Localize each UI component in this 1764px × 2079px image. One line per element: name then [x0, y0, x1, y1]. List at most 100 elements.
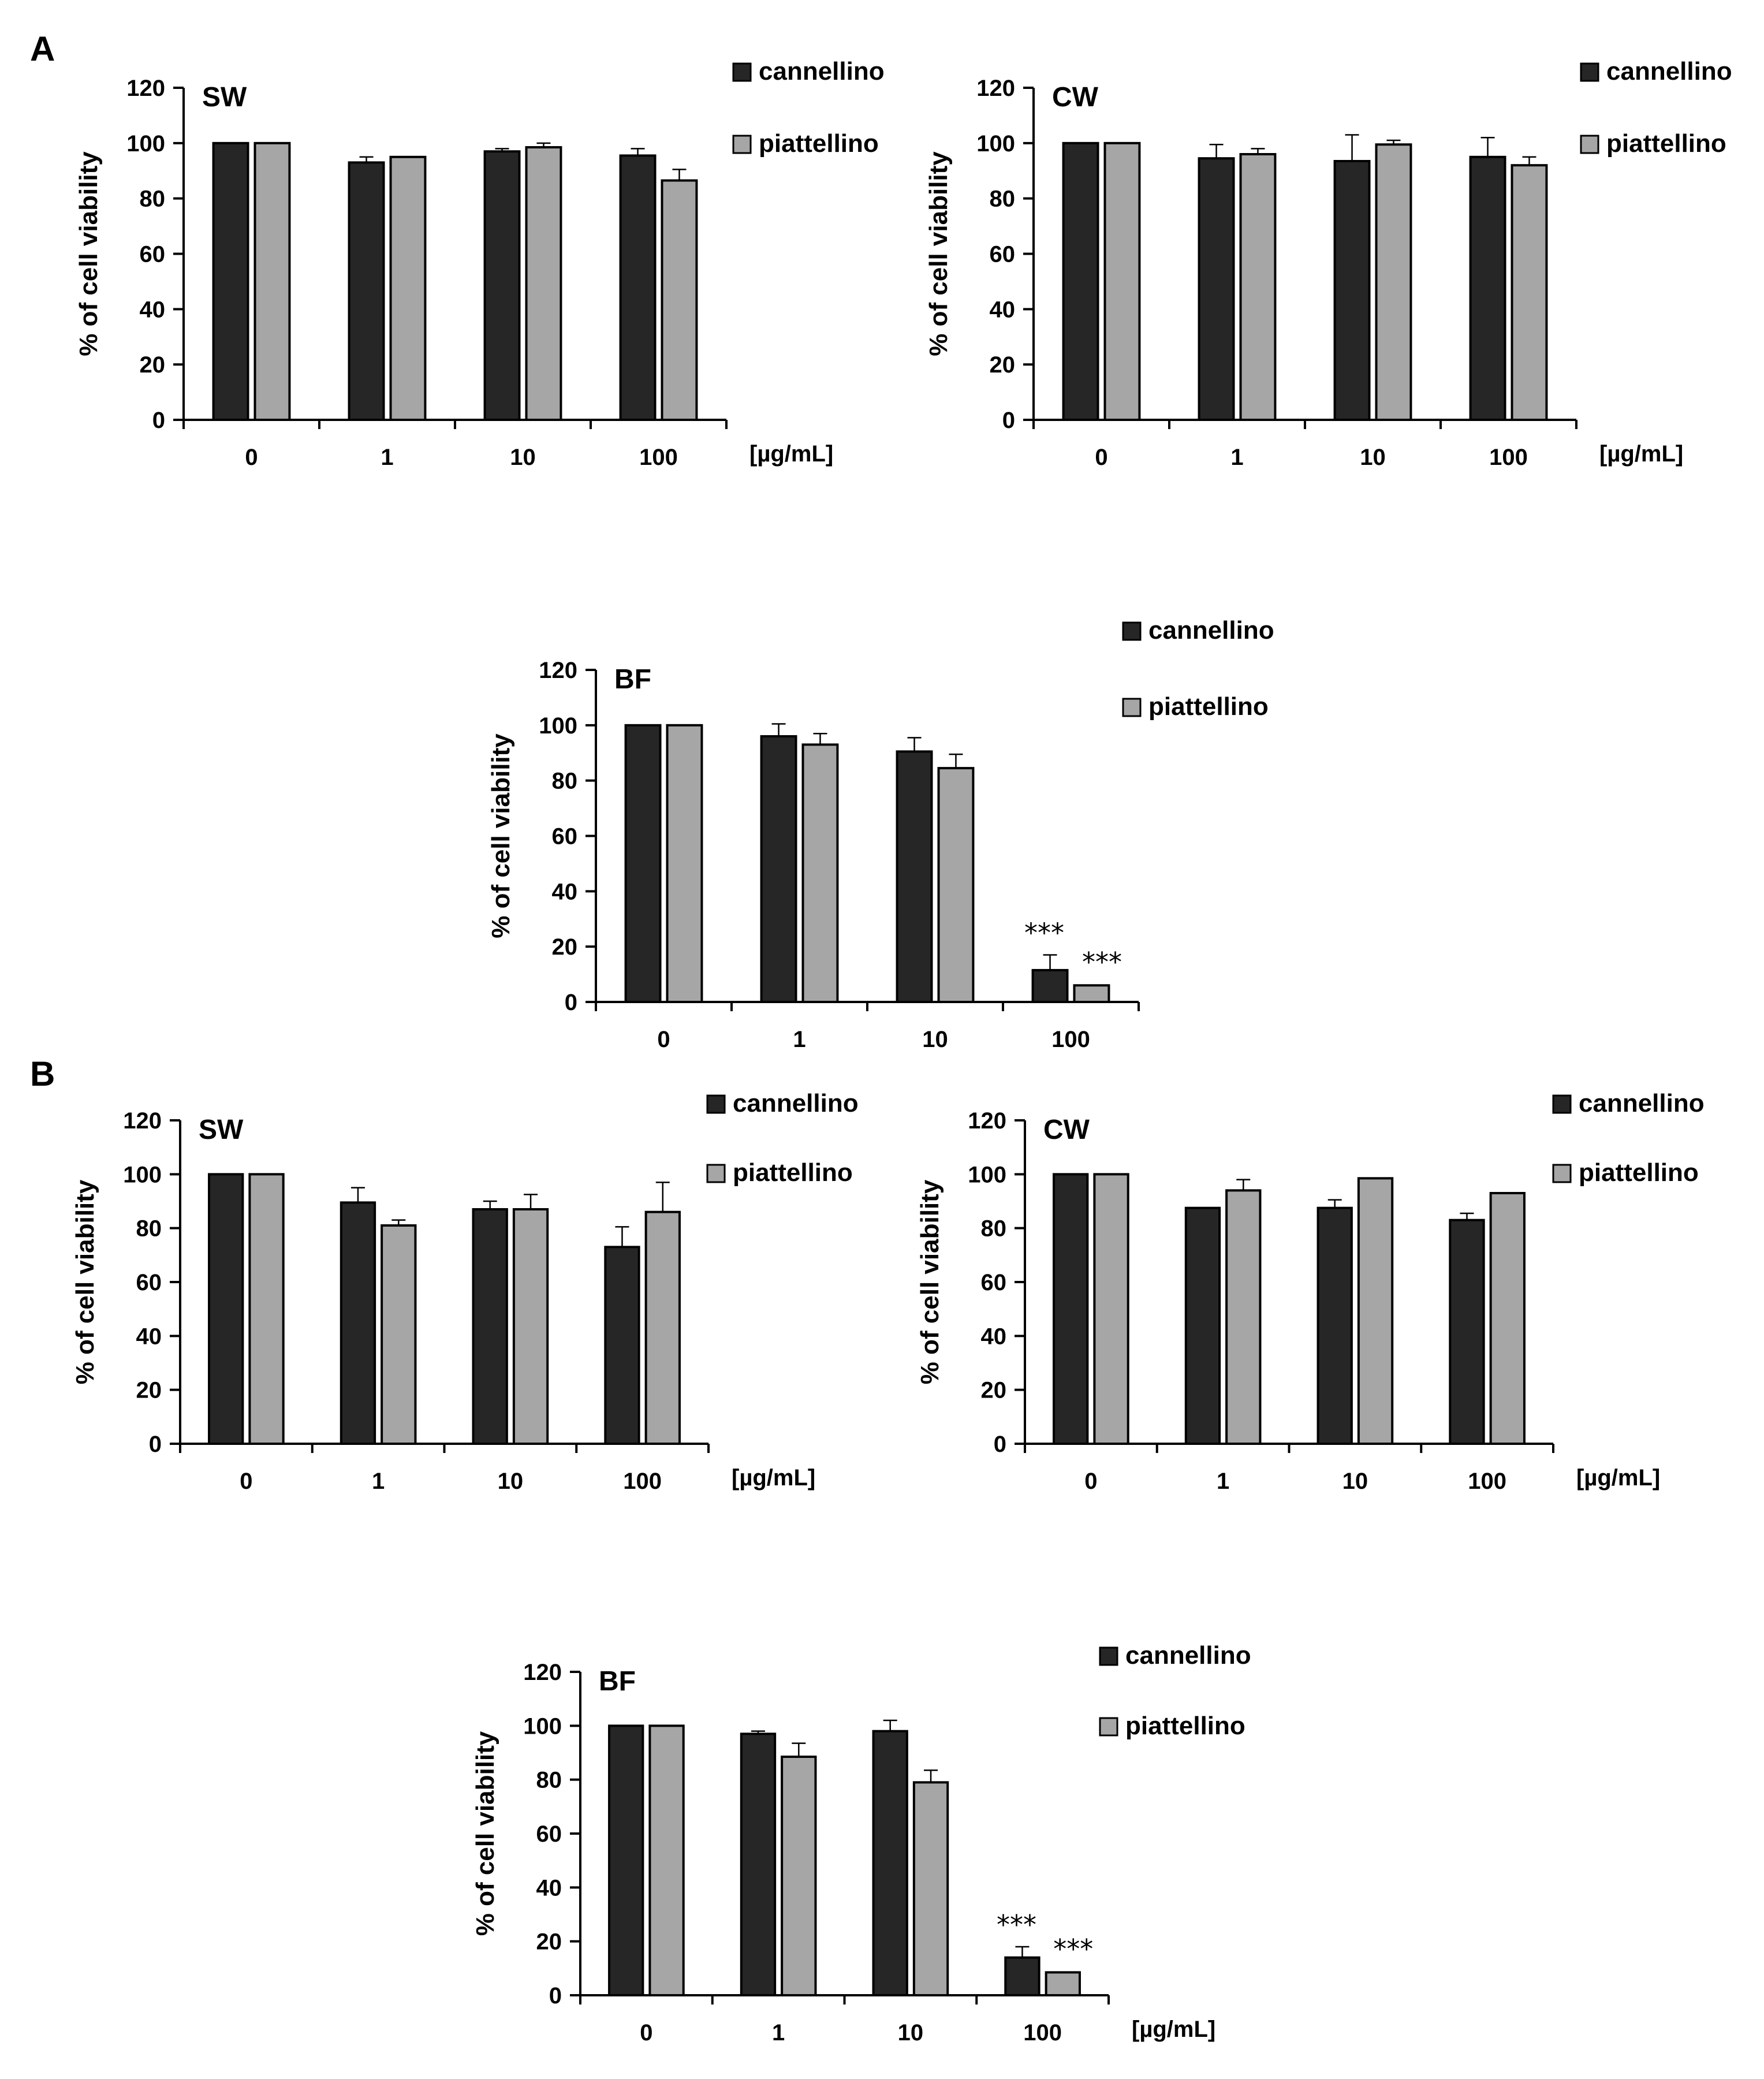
x-tick-label: 0: [245, 445, 258, 470]
x-tick-label: 10: [498, 1469, 524, 1494]
y-tick-label: 40: [140, 297, 166, 322]
bar-piattellino: [1489, 1192, 1526, 1445]
chart-title: CW: [1043, 1115, 1090, 1145]
chart-title: BF: [614, 664, 651, 695]
x-unit-label: [µg/mL]: [732, 1465, 815, 1491]
y-tick-label: 100: [968, 1162, 1006, 1187]
panel-label-b: B: [30, 1055, 55, 1093]
y-tick-label: 0: [152, 408, 165, 433]
x-tick-label: 10: [922, 1027, 948, 1052]
bar-piattellino: [648, 1724, 685, 1996]
y-tick-label: 40: [990, 297, 1016, 322]
legend-swatch-piattellino: [1122, 698, 1142, 717]
y-tick-label: 60: [536, 1821, 562, 1847]
legend-swatch-cannellino: [706, 1094, 726, 1114]
y-tick-label: 20: [136, 1378, 162, 1403]
bar-cannellino: [208, 1173, 244, 1445]
x-unit-label: [µg/mL]: [749, 441, 833, 467]
y-tick-label: 40: [536, 1875, 562, 1901]
bar-cannellino: [340, 1201, 376, 1445]
bar-cannellino: [472, 1208, 508, 1445]
legend-swatch-piattellino: [706, 1164, 726, 1183]
bar-cannellino: [1031, 968, 1069, 1004]
legend-swatch-piattellino: [1580, 135, 1599, 154]
bar-piattellino: [1045, 1971, 1081, 1996]
y-tick-label: 80: [981, 1216, 1007, 1242]
y-tick-label: 20: [140, 352, 166, 378]
chart-title: CW: [1052, 82, 1099, 113]
y-tick-label: 0: [549, 1983, 562, 2009]
legend-swatch-cannellino: [1122, 621, 1142, 641]
y-axis-label: % of cell viability: [71, 1179, 99, 1384]
legend-swatch-cannellino: [732, 62, 752, 82]
bar-cannellino: [872, 1730, 908, 1997]
bar-cannellino: [896, 750, 933, 1003]
legend-swatch-piattellino: [732, 135, 752, 154]
x-tick-label: 100: [1468, 1469, 1506, 1494]
x-unit-label: [µg/mL]: [1132, 2017, 1215, 2042]
significance-marker: ***: [1024, 918, 1064, 949]
y-tick-label: 120: [539, 658, 577, 683]
chart-a-bf: 0 20 40 60 80 100 120 0 1 10 100 % of cell viabilit…: [487, 616, 1274, 1052]
y-tick-label: 100: [976, 131, 1015, 157]
chart-a-cw: 0 20 40 60 80 100 120 0 1 10 100 [µg/mL] % of cell v…: [924, 57, 1732, 470]
bar-cannellino: [608, 1724, 644, 1996]
legend-swatch-cannellino: [1099, 1646, 1118, 1666]
legend-label-piattellino: piattellino: [733, 1158, 853, 1187]
y-tick-label: 80: [140, 187, 166, 212]
y-tick-label: 120: [123, 1108, 162, 1134]
x-tick-label: 0: [657, 1027, 670, 1052]
x-tick-label: 100: [623, 1469, 662, 1494]
y-tick-label: 0: [149, 1432, 162, 1457]
bar-piattellino: [644, 1210, 681, 1445]
y-tick-label: 60: [140, 242, 166, 267]
panel-label-a: A: [30, 29, 55, 68]
legend-label-cannellino: cannellino: [1579, 1089, 1705, 1117]
y-tick-label: 60: [136, 1270, 162, 1295]
y-tick-label: 120: [976, 76, 1015, 101]
x-tick-label: 100: [1023, 2020, 1062, 2046]
bar-cannellino: [624, 724, 662, 1004]
bar-cannellino: [1317, 1206, 1353, 1445]
x-tick-label: 1: [381, 445, 393, 470]
bar-piattellino: [661, 179, 698, 421]
bar-cannellino: [1184, 1206, 1221, 1445]
bar-piattellino: [253, 141, 291, 421]
bar-piattellino: [1375, 143, 1412, 422]
x-tick-label: 10: [1360, 445, 1386, 470]
legend-swatch-cannellino: [1552, 1094, 1572, 1114]
legend-label-piattellino: piattellino: [759, 129, 879, 158]
legend-swatch-piattellino: [1099, 1717, 1118, 1737]
bar-cannellino: [1198, 157, 1235, 421]
bar-piattellino: [801, 743, 839, 1003]
y-tick-label: 0: [994, 1432, 1006, 1457]
legend-label-piattellino: piattellino: [1125, 1712, 1245, 1740]
y-axis-label: % of cell viability: [471, 1731, 499, 1936]
bar-piattellino: [1239, 153, 1277, 421]
significance-marker: ***: [1053, 1933, 1093, 1965]
x-tick-label: 10: [510, 445, 536, 470]
y-tick-label: 20: [552, 934, 578, 960]
bar-piattellino: [248, 1173, 285, 1445]
legend-label-cannellino: cannellino: [1148, 616, 1274, 644]
legend-label-piattellino: piattellino: [1606, 129, 1726, 158]
y-tick-label: 100: [123, 1162, 162, 1187]
bar-piattellino: [1225, 1189, 1262, 1445]
y-tick-label: 100: [126, 131, 165, 157]
bar-piattellino: [381, 1224, 417, 1445]
bar-piattellino: [937, 767, 975, 1003]
chart-title: SW: [202, 82, 247, 113]
y-tick-label: 80: [990, 187, 1016, 212]
x-tick-label: 0: [240, 1469, 252, 1494]
bar-piattellino: [1073, 984, 1110, 1003]
y-tick-label: 100: [539, 713, 577, 739]
x-tick-label: 1: [1230, 445, 1243, 470]
y-tick-label: 20: [990, 352, 1016, 378]
legend-label-piattellino: piattellino: [1579, 1158, 1699, 1187]
y-tick-label: 60: [552, 824, 578, 850]
y-tick-label: 80: [536, 1768, 562, 1793]
y-tick-label: 60: [981, 1270, 1007, 1295]
bar-cannellino: [1469, 155, 1506, 421]
legend-label-cannellino: cannellino: [759, 57, 885, 85]
